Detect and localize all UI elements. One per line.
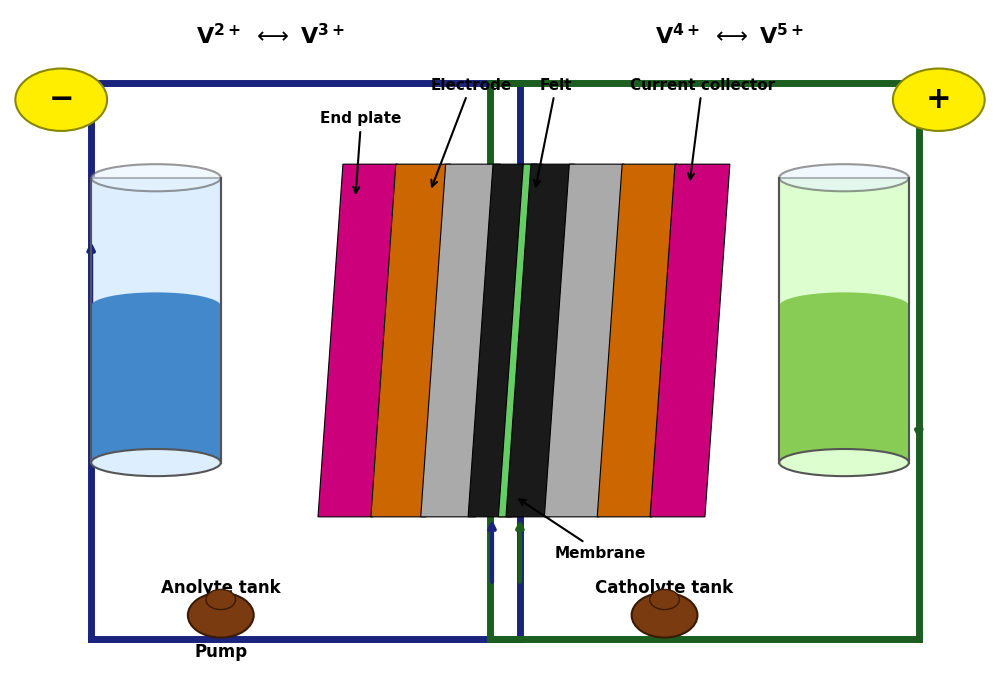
Polygon shape bbox=[421, 164, 500, 517]
Text: Current collector: Current collector bbox=[630, 78, 775, 179]
Circle shape bbox=[188, 592, 254, 637]
Text: Catholyte tank: Catholyte tank bbox=[595, 579, 734, 597]
Text: $\mathbf{V^{2+}}$ $\longleftrightarrow$ $\mathbf{V^{3+}}$: $\mathbf{V^{2+}}$ $\longleftrightarrow$ … bbox=[196, 22, 345, 48]
Ellipse shape bbox=[91, 164, 221, 191]
Text: Anolyte tank: Anolyte tank bbox=[161, 579, 281, 597]
Ellipse shape bbox=[779, 164, 909, 191]
Circle shape bbox=[893, 69, 985, 131]
Ellipse shape bbox=[91, 449, 221, 476]
Bar bbox=[779, 306, 909, 462]
Ellipse shape bbox=[779, 449, 909, 476]
Bar bbox=[91, 178, 221, 462]
Circle shape bbox=[632, 592, 697, 637]
Text: Electrode: Electrode bbox=[430, 78, 511, 187]
Circle shape bbox=[650, 590, 679, 609]
Text: Membrane: Membrane bbox=[519, 499, 646, 560]
Polygon shape bbox=[544, 164, 624, 517]
Ellipse shape bbox=[91, 292, 221, 319]
Circle shape bbox=[206, 590, 236, 609]
Polygon shape bbox=[498, 164, 543, 517]
Polygon shape bbox=[318, 164, 398, 517]
Text: $\mathbf{V^{4+}}$ $\longleftrightarrow$ $\mathbf{V^{5+}}$: $\mathbf{V^{4+}}$ $\longleftrightarrow$ … bbox=[655, 22, 804, 48]
Bar bbox=[779, 178, 909, 462]
Polygon shape bbox=[650, 164, 730, 517]
Text: Felt: Felt bbox=[534, 78, 573, 187]
Circle shape bbox=[15, 69, 107, 131]
Bar bbox=[91, 306, 221, 462]
Ellipse shape bbox=[779, 292, 909, 319]
Text: End plate: End plate bbox=[320, 112, 402, 193]
Polygon shape bbox=[371, 164, 451, 517]
Polygon shape bbox=[506, 164, 575, 517]
Polygon shape bbox=[597, 164, 677, 517]
Text: +: + bbox=[926, 85, 952, 114]
Text: −: − bbox=[48, 85, 74, 114]
Polygon shape bbox=[468, 164, 537, 517]
Text: Pump: Pump bbox=[194, 644, 247, 661]
